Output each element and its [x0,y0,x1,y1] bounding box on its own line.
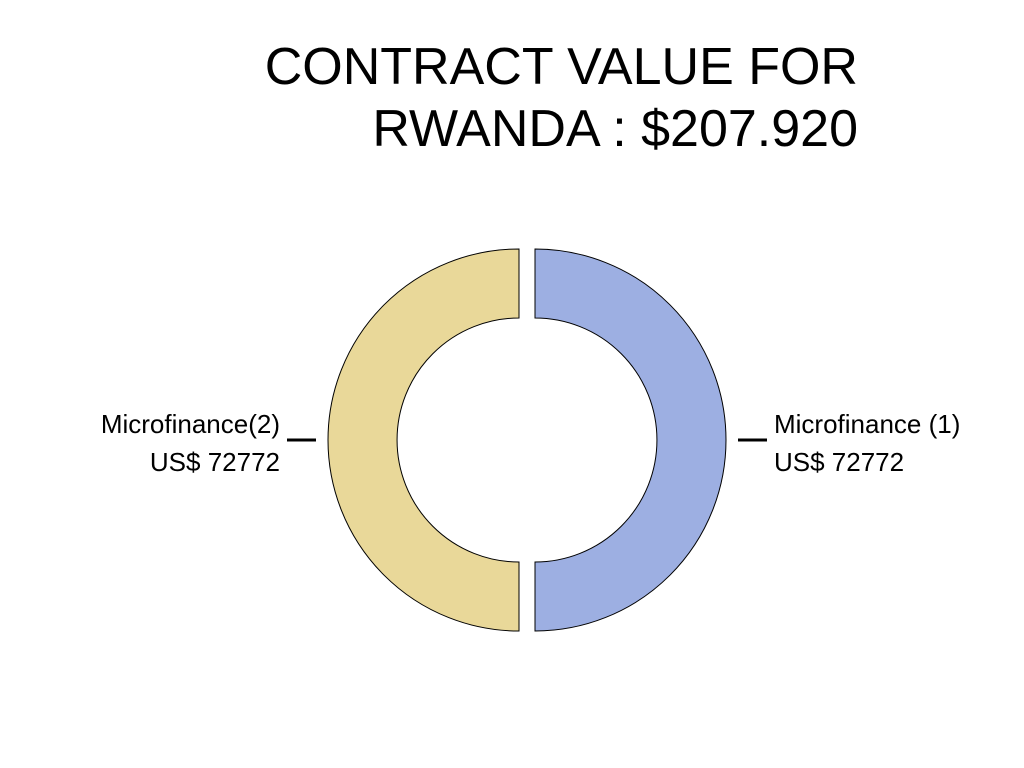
segment-label: Microfinance (1) [774,409,960,439]
value-label: US$ 72772 [774,447,904,477]
chart-title: CONTRACT VALUE FOR RWANDA : $207.920 [264,38,858,158]
donut-segment [327,248,520,632]
segment-label: Microfinance(2) [101,409,280,439]
donut-segment [534,248,727,632]
value-label: US$ 72772 [150,447,280,477]
